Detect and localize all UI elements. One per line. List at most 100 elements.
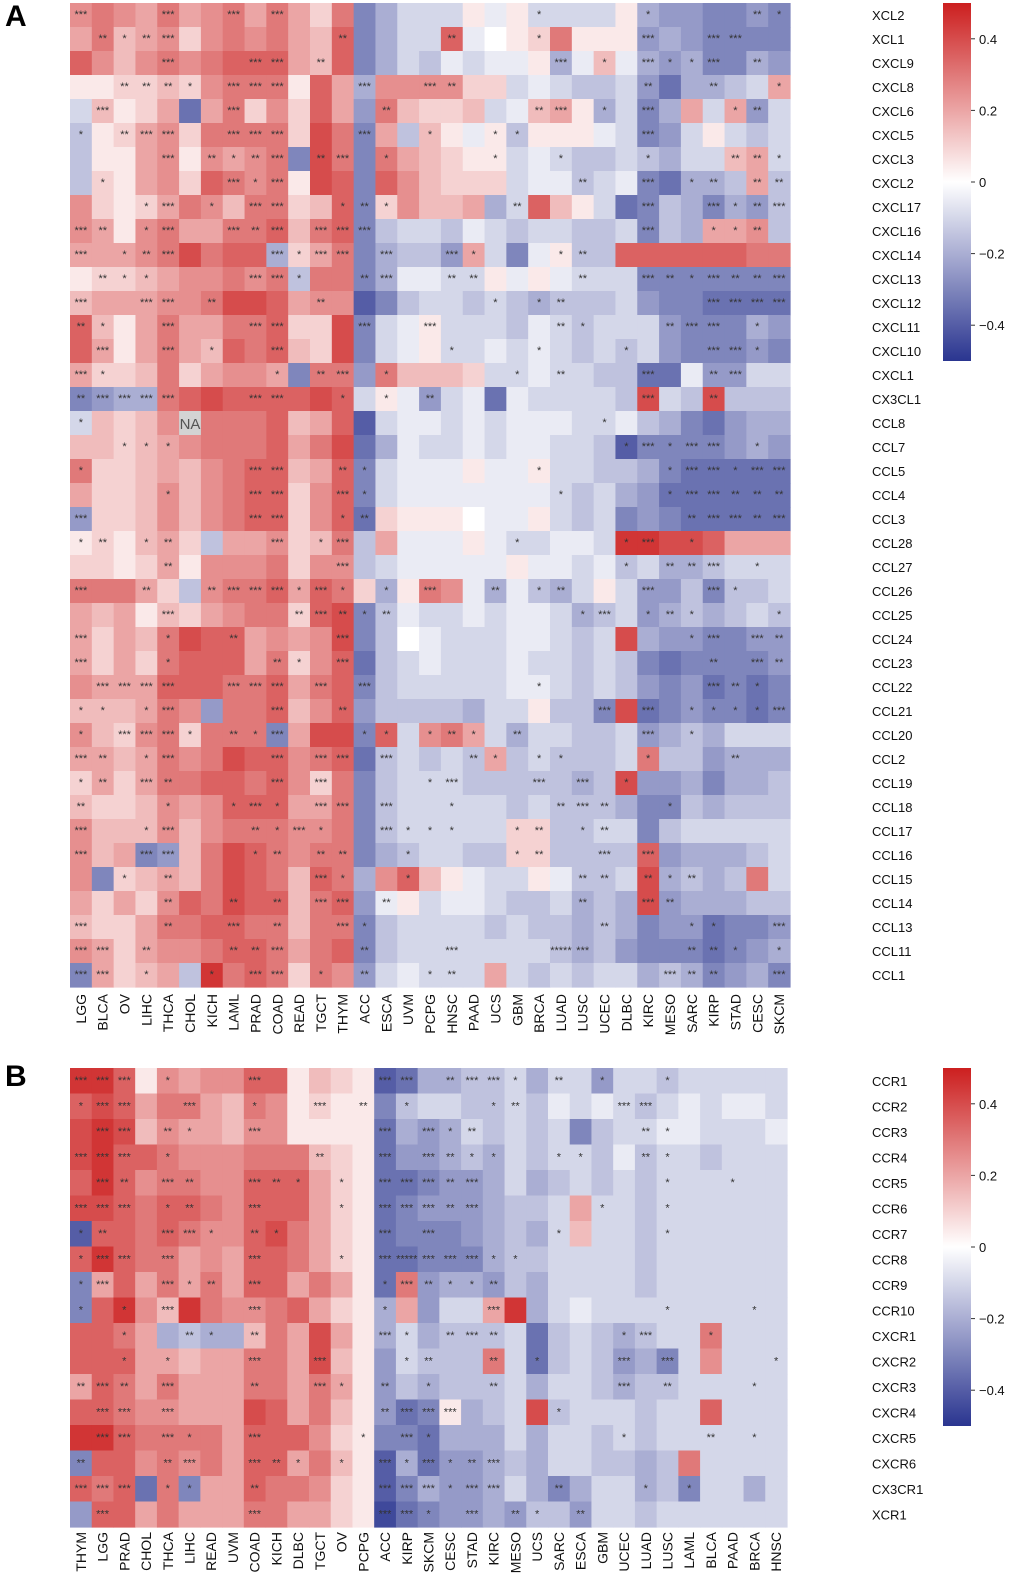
heatmap-cell bbox=[528, 27, 551, 52]
heatmap-cell bbox=[375, 435, 398, 460]
heatmap-cell bbox=[222, 1425, 245, 1452]
heatmap-cell bbox=[593, 147, 617, 172]
heatmap-cell bbox=[439, 1246, 462, 1273]
heatmap-cell bbox=[200, 867, 224, 892]
heatmap-cell bbox=[244, 123, 267, 148]
significance-label: ** bbox=[513, 729, 522, 741]
heatmap-cell bbox=[331, 771, 355, 796]
heatmap-cell bbox=[266, 267, 289, 292]
heatmap-cell bbox=[743, 1374, 766, 1401]
heatmap-cell bbox=[397, 99, 420, 124]
heatmap-cell bbox=[70, 387, 93, 412]
significance-label: ** bbox=[578, 897, 587, 909]
significance-label: * bbox=[166, 1483, 171, 1495]
heatmap-cell bbox=[637, 843, 660, 868]
heatmap-cell bbox=[352, 1170, 375, 1197]
significance-label: ** bbox=[142, 33, 151, 45]
significance-label: *** bbox=[336, 801, 350, 813]
heatmap-cell bbox=[331, 603, 355, 628]
heatmap-cell bbox=[506, 747, 529, 772]
significance-label: ** bbox=[164, 921, 173, 933]
heatmap-cell bbox=[440, 963, 464, 988]
heatmap-cell bbox=[593, 219, 617, 244]
heatmap-cell bbox=[113, 627, 137, 652]
heatmap-cell bbox=[484, 867, 507, 892]
significance-label: * bbox=[668, 489, 673, 501]
heatmap-cell bbox=[700, 1297, 723, 1324]
heatmap-cell bbox=[591, 1348, 614, 1375]
significance-label: * bbox=[646, 153, 651, 165]
heatmap-cell bbox=[765, 1348, 788, 1375]
significance-label: *** bbox=[74, 1483, 88, 1495]
heatmap-cell bbox=[678, 1246, 701, 1273]
heatmap-cell bbox=[395, 1476, 419, 1503]
heatmap-cell bbox=[156, 1246, 180, 1273]
heatmap-cell bbox=[156, 1476, 180, 1503]
heatmap-cell bbox=[484, 51, 507, 76]
heatmap-cell bbox=[310, 651, 333, 676]
row-label: CCL4 bbox=[872, 488, 905, 503]
heatmap-cell bbox=[70, 459, 93, 484]
heatmap-cell bbox=[484, 771, 507, 796]
heatmap-cell bbox=[70, 99, 93, 124]
significance-label: ** bbox=[535, 825, 544, 837]
significance-label: * bbox=[731, 1177, 736, 1189]
significance-label: *** bbox=[400, 1177, 414, 1189]
heatmap-cell bbox=[70, 675, 93, 700]
heatmap-cell bbox=[506, 291, 529, 316]
heatmap-cell bbox=[113, 1119, 136, 1146]
significance-label: *** bbox=[445, 945, 459, 957]
heatmap-cell bbox=[637, 819, 660, 844]
heatmap-cell bbox=[310, 291, 333, 316]
heatmap-cell bbox=[724, 867, 747, 892]
heatmap-cell bbox=[135, 1374, 158, 1401]
heatmap-cell bbox=[113, 171, 137, 196]
significance-label: ** bbox=[317, 849, 326, 861]
heatmap-cell bbox=[243, 1195, 267, 1222]
heatmap-cell bbox=[352, 1476, 375, 1503]
heatmap-cell bbox=[243, 1297, 267, 1324]
significance-label: * bbox=[341, 585, 346, 597]
column-label: ACC bbox=[377, 1532, 393, 1562]
heatmap-cell bbox=[310, 603, 333, 628]
heatmap-cell bbox=[265, 1221, 288, 1248]
column-label: LAML bbox=[226, 994, 242, 1031]
heatmap-cell bbox=[506, 915, 529, 940]
heatmap-cell bbox=[721, 1144, 745, 1171]
heatmap-cell bbox=[593, 267, 617, 292]
heatmap-cell bbox=[200, 939, 224, 964]
heatmap-cell bbox=[397, 459, 420, 484]
significance-label: *** bbox=[96, 105, 110, 117]
heatmap-cell bbox=[419, 219, 442, 244]
significance-label: * bbox=[709, 1330, 714, 1342]
heatmap-cell bbox=[70, 1348, 93, 1375]
heatmap-cell bbox=[591, 1323, 614, 1350]
heatmap-cell bbox=[721, 1450, 745, 1477]
significance-label: * bbox=[733, 585, 738, 597]
heatmap-cell bbox=[680, 507, 704, 532]
heatmap-cell bbox=[593, 579, 617, 604]
significance-label: ** bbox=[535, 105, 544, 117]
heatmap-cell bbox=[504, 1476, 527, 1503]
heatmap-cell bbox=[395, 1425, 419, 1452]
heatmap-cell bbox=[70, 579, 93, 604]
heatmap-cell bbox=[506, 459, 529, 484]
significance-label: *** bbox=[248, 1126, 262, 1138]
heatmap-cell bbox=[659, 699, 682, 724]
significance-label: ** bbox=[576, 1508, 585, 1520]
significance-label: *** bbox=[707, 321, 721, 333]
heatmap-cell bbox=[244, 963, 267, 988]
significance-label: *** bbox=[162, 681, 176, 693]
heatmap-cell bbox=[135, 267, 158, 292]
heatmap-cell bbox=[243, 1374, 267, 1401]
significance-label: * bbox=[362, 921, 367, 933]
heatmap-cell bbox=[484, 459, 507, 484]
heatmap-cell bbox=[702, 699, 726, 724]
significance-label: *** bbox=[400, 1279, 414, 1291]
heatmap-cell bbox=[288, 363, 311, 388]
heatmap-cell bbox=[178, 1476, 201, 1503]
heatmap-cell bbox=[374, 1297, 397, 1324]
heatmap-cell bbox=[310, 99, 333, 124]
heatmap-cell bbox=[353, 723, 377, 748]
column-label: PAAD bbox=[725, 1532, 741, 1569]
